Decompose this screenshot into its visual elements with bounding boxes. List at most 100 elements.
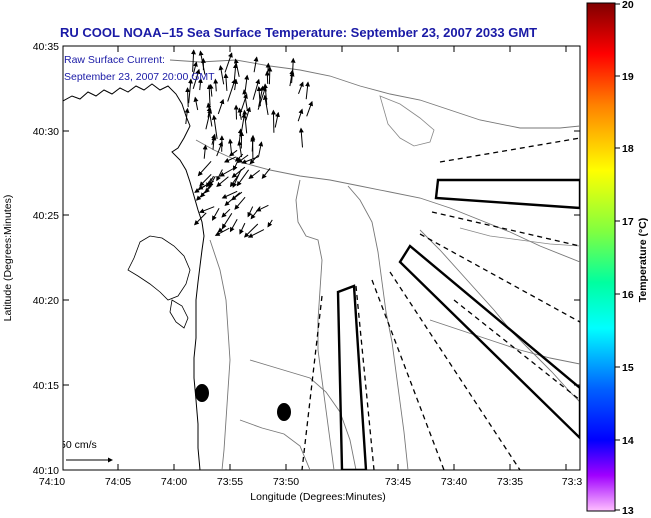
current-vector-arrow <box>206 102 213 127</box>
current-vector-arrow <box>233 78 239 91</box>
current-vector-arrow <box>248 170 261 180</box>
current-vector-arrow <box>221 213 233 229</box>
current-vector-arrow <box>247 206 254 218</box>
mooring-marker <box>195 384 209 402</box>
current-vector-arrow <box>223 73 229 91</box>
current-vector-arrow <box>212 207 220 221</box>
current-vector-arrow <box>298 81 304 94</box>
x-tick-label: 73:35 <box>497 476 523 488</box>
y-axis: 40:35 40:30 40:25 40:20 40:15 40:10 Lati… <box>2 41 580 477</box>
map-title: RU COOL NOAA–15 Sea Surface Temperature:… <box>60 25 537 40</box>
current-vector-arrow <box>223 156 237 163</box>
bathymetry-contour <box>419 229 580 403</box>
current-vector-arrow <box>257 86 267 110</box>
x-tick-label: 73:45 <box>385 476 411 488</box>
current-vector-arrow <box>232 168 242 188</box>
bathymetry-contour <box>169 59 580 129</box>
y-tick-label: 40:10 <box>33 465 59 477</box>
surface-current-vectors <box>184 49 313 238</box>
bathymetry-contour <box>239 419 311 470</box>
mooring-marker <box>277 403 291 421</box>
colorbar-tick: 13 <box>622 505 634 517</box>
radar-beam-lines <box>301 137 580 470</box>
current-vector-arrow <box>192 68 201 90</box>
current-vector-arrow <box>243 223 259 238</box>
current-vector-arrow <box>234 196 246 210</box>
y-axis-label: Latitude (Degrees:Minutes) <box>2 195 14 322</box>
current-vector-arrow <box>232 63 238 80</box>
current-vector-arrow <box>237 140 243 158</box>
current-vector-arrow <box>274 111 280 128</box>
inland-shoreline <box>127 235 191 301</box>
bathymetry-contour <box>209 239 231 470</box>
bathymetry-contour <box>459 227 580 247</box>
current-vector-arrow <box>290 57 296 73</box>
current-vector-arrow <box>262 83 268 106</box>
current-vector-arrow <box>197 77 203 91</box>
current-vector-arrow <box>208 83 214 97</box>
current-vector-arrow <box>194 185 206 193</box>
colorbar-label: Temperature (°C) <box>637 218 649 303</box>
current-vector-arrow <box>185 87 191 108</box>
colorbar-tick: 18 <box>622 143 634 155</box>
current-vector-arrow <box>236 169 250 187</box>
current-vector-arrow <box>249 154 259 165</box>
colorbar-tick: 15 <box>622 362 634 374</box>
colorbar-tick: 16 <box>622 289 634 301</box>
colorbar-gradient <box>586 2 616 512</box>
current-vector-arrow <box>264 70 270 84</box>
x-axis: 74:10 74:05 74:00 73:55 73:50 73:45 73:4… <box>39 46 583 503</box>
current-vector-arrow <box>237 107 243 120</box>
temperature-colorbar: 20 19 18 17 16 15 14 13 Temperature (°C) <box>586 0 649 517</box>
x-tick-label: 73:40 <box>441 476 467 488</box>
current-vector-arrow <box>298 127 304 148</box>
current-vector-arrow <box>258 141 264 157</box>
current-vector-arrow <box>239 222 246 235</box>
y-tick-label: 40:30 <box>33 126 59 138</box>
scale-label: 50 cm/s <box>60 439 97 451</box>
y-tick-label: 40:15 <box>33 380 59 392</box>
current-vector-arrow <box>211 114 218 140</box>
bathymetry-contour <box>429 319 580 365</box>
current-vector-arrow <box>241 156 259 164</box>
current-vector-arrow <box>242 109 248 134</box>
current-vector-arrow <box>245 106 251 121</box>
x-tick-label: 73:50 <box>273 476 299 488</box>
current-vector-arrow <box>193 212 207 226</box>
inland-shoreline-2 <box>169 299 189 329</box>
current-vector-arrow <box>244 74 250 93</box>
current-vector-arrow <box>204 185 212 194</box>
current-vector-arrow <box>255 204 269 212</box>
current-vector-arrow <box>253 56 259 73</box>
current-vector-arrow <box>224 52 233 73</box>
current-vector-arrow <box>219 167 235 177</box>
x-tick-label: 73:55 <box>217 476 243 488</box>
bathymetry-contour <box>249 359 357 470</box>
x-axis-label: Longitude (Degrees:Minutes) <box>250 491 385 503</box>
current-vector-arrow <box>233 58 240 77</box>
current-vector-arrow <box>297 108 304 122</box>
radar-beam-boxes <box>336 178 580 470</box>
colorbar-tick: 20 <box>622 0 634 11</box>
x-tick-label: 74:05 <box>105 476 131 488</box>
current-vector-arrow <box>261 167 271 179</box>
current-vector-arrow <box>198 50 206 75</box>
current-vector-arrow <box>267 219 273 228</box>
y-tick-label: 40:20 <box>33 295 59 307</box>
x-tick-label: 73:3 <box>562 476 583 488</box>
current-vector-arrow <box>188 78 194 104</box>
current-vector-arrow <box>218 65 225 85</box>
bathymetry-contour <box>379 95 435 147</box>
current-vector-arrow <box>242 89 248 111</box>
current-vector-arrow <box>199 174 212 187</box>
current-label-line1: Raw Surface Current: <box>64 54 165 66</box>
current-vector-arrow <box>216 141 224 157</box>
map-body: Raw Surface Current: September 23, 2007 … <box>60 49 580 470</box>
current-vector-arrow <box>240 112 247 137</box>
current-vector-arrow <box>192 61 198 77</box>
current-vector-arrow <box>252 78 261 100</box>
current-vector-arrow <box>221 208 231 218</box>
bathymetry-contour <box>295 179 335 470</box>
current-vector-arrow <box>221 190 238 199</box>
